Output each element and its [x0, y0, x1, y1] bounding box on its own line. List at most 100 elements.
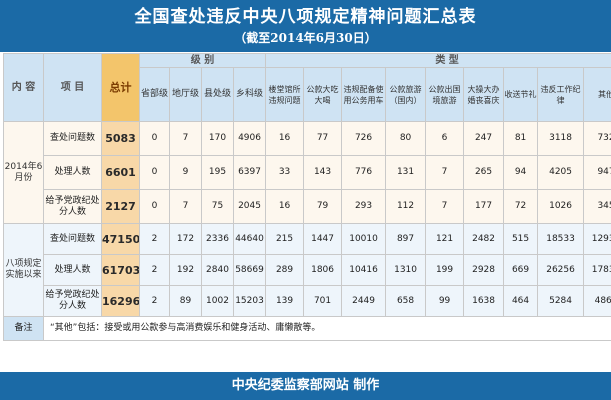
cell: 5284: [537, 285, 585, 317]
header-item: 项 目: [43, 53, 102, 122]
cell: 0: [139, 155, 170, 190]
header-type-6: 大操大办婚丧喜庆: [463, 67, 505, 122]
cell: 1002: [201, 285, 234, 317]
cell: 89: [169, 285, 202, 317]
header-level-2: 地厅级: [169, 67, 202, 122]
cell: 1310: [385, 254, 427, 286]
row-item: 查处问题数: [43, 223, 102, 255]
cell: 99: [425, 285, 465, 317]
cell: 1026: [537, 189, 585, 224]
header-level-1: 省部级: [139, 67, 170, 122]
cell: 345: [583, 189, 611, 224]
row-item: 查处问题数: [43, 121, 102, 156]
cell: 247: [463, 121, 505, 156]
row-total: 61703: [101, 254, 140, 286]
row-item: 给予党政纪处分人数: [43, 285, 102, 317]
row-total: 47150: [101, 223, 140, 255]
section-label-since: 八项规定实施以来: [3, 223, 44, 317]
cell: 170: [201, 121, 234, 156]
cell: 4906: [232, 121, 267, 156]
cell: 726: [341, 121, 387, 156]
header-level-3: 县处级: [201, 67, 234, 122]
note-label: 备注: [3, 316, 44, 341]
table-row: 处理人数 6601 0 9 195 6397 33 143 776 131 7 …: [3, 155, 611, 190]
header-type-2: 公款大吃大喝: [303, 67, 343, 122]
cell: 17830: [583, 254, 611, 286]
cell: 2840: [201, 254, 234, 286]
cell: 1447: [303, 223, 343, 255]
cell: 515: [503, 223, 539, 255]
cell: 897: [385, 223, 427, 255]
cell: 3118: [537, 121, 585, 156]
cell: 947: [583, 155, 611, 190]
cell: 177: [463, 189, 505, 224]
cell: 293: [341, 189, 387, 224]
section-label-june: 2014年6月份: [3, 121, 44, 224]
cell: 9: [169, 155, 202, 190]
cell: 15203: [232, 285, 267, 317]
table-row: 处理人数 61703 2 192 2840 58669 289 1806 104…: [3, 254, 611, 286]
title-banner: 全国查处违反中央八项规定精神问题汇总表 （截至2014年6月30日）: [0, 0, 611, 52]
header-level-group: 级 别: [138, 53, 267, 68]
cell: 2336: [201, 223, 234, 255]
footer-credit: 中央纪委监察部网站 制作: [0, 372, 611, 400]
cell: 265: [463, 155, 505, 190]
cell: 16: [265, 189, 305, 224]
header-type-4: 公款旅游（国内）: [385, 67, 427, 122]
cell: 75: [201, 189, 234, 224]
page-subtitle: （截至2014年6月30日）: [234, 31, 377, 45]
cell: 2482: [463, 223, 505, 255]
cell: 7: [169, 189, 202, 224]
cell: 2045: [232, 189, 267, 224]
cell: 289: [265, 254, 305, 286]
cell: 1806: [303, 254, 343, 286]
cell: 6: [425, 121, 465, 156]
header-type-group: 类 型: [265, 53, 611, 68]
cell: 732: [583, 121, 611, 156]
row-item: 处理人数: [43, 254, 102, 286]
cell: 12930: [583, 223, 611, 255]
cell: 4864: [583, 285, 611, 317]
note-text: “其他”包括：接受或用公款参与高消费娱乐和健身活动、庸懒散等。: [42, 316, 611, 341]
cell: 139: [265, 285, 305, 317]
cell: 7: [169, 121, 202, 156]
cell: 44640: [232, 223, 267, 255]
cell: 26256: [537, 254, 585, 286]
cell: 58669: [232, 254, 267, 286]
row-total: 5083: [101, 121, 140, 156]
cell: 195: [201, 155, 234, 190]
table-row: 给予党政纪处分人数 16296 2 89 1002 15203 139 701 …: [3, 285, 611, 317]
cell: 7: [425, 189, 465, 224]
summary-table: 内 容 项 目 总计 级 别 类 型 省部级 地厅级 县处级 乡科级 楼堂馆所违…: [3, 53, 611, 341]
cell: 72: [503, 189, 539, 224]
cell: 10010: [341, 223, 387, 255]
cell: 2: [139, 223, 170, 255]
cell: 199: [425, 254, 465, 286]
row-total: 6601: [101, 155, 140, 190]
note-row: 备注 “其他”包括：接受或用公款参与高消费娱乐和健身活动、庸懒散等。: [3, 316, 611, 341]
cell: 112: [385, 189, 427, 224]
header-content: 内 容: [3, 53, 44, 122]
cell: 1638: [463, 285, 505, 317]
header-type-7: 收送节礼: [503, 67, 539, 122]
row-total: 16296: [101, 285, 140, 317]
cell: 2928: [463, 254, 505, 286]
cell: 0: [139, 121, 170, 156]
cell: 79: [303, 189, 343, 224]
cell: 464: [503, 285, 539, 317]
cell: 669: [503, 254, 539, 286]
cell: 81: [503, 121, 539, 156]
table-row: 给予党政纪处分人数 2127 0 7 75 2045 16 79 293 112…: [3, 189, 611, 224]
cell: 77: [303, 121, 343, 156]
cell: 80: [385, 121, 427, 156]
table-row: 2014年6月份 查处问题数 5083 0 7 170 4906 16 77 7…: [3, 121, 611, 224]
cell: 2: [139, 254, 170, 286]
cell: 2449: [341, 285, 387, 317]
cell: 776: [341, 155, 387, 190]
header-type-9: 其他: [583, 67, 611, 122]
cell: 143: [303, 155, 343, 190]
header-level-4: 乡科级: [232, 67, 267, 122]
cell: 33: [265, 155, 305, 190]
header-type-5: 公款出国境旅游: [425, 67, 465, 122]
